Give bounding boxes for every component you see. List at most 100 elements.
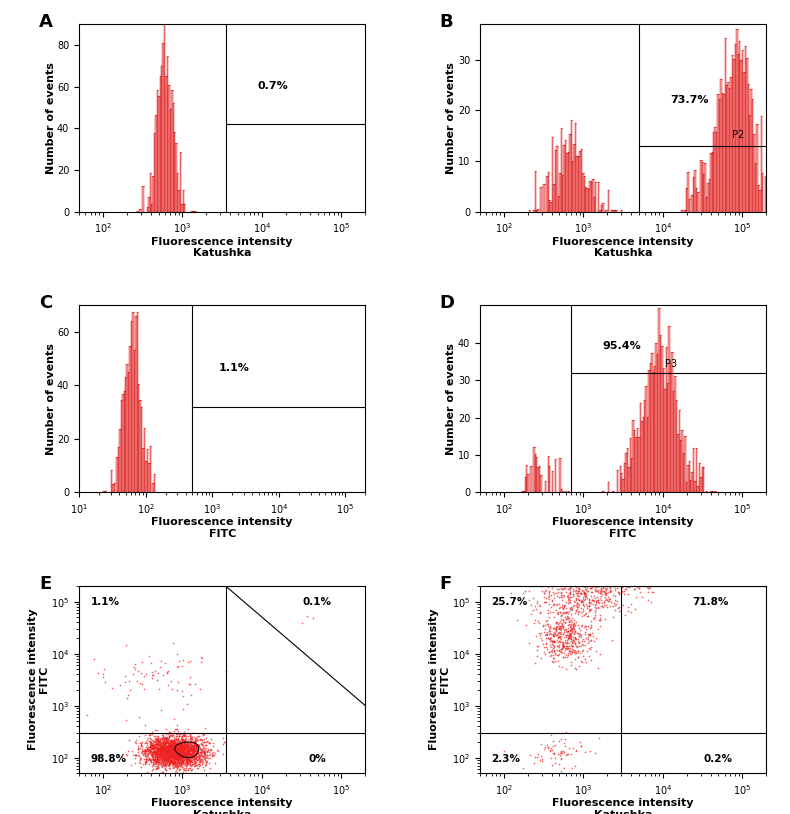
Point: [172, 729, 185, 742]
Point: [137, 757, 149, 770]
Point: [153, 734, 166, 747]
Point: [165, 747, 178, 760]
Point: [166, 746, 179, 759]
Point: [177, 746, 190, 759]
Point: [585, 585, 598, 598]
Point: [164, 729, 177, 742]
Point: [145, 742, 157, 755]
Point: [166, 743, 179, 756]
Point: [165, 755, 178, 768]
Point: [189, 736, 201, 749]
Point: [642, 593, 655, 606]
Point: [543, 584, 555, 597]
Point: [562, 644, 575, 657]
Point: [195, 753, 208, 766]
Point: [555, 589, 568, 602]
Point: [556, 614, 569, 627]
Point: [160, 737, 172, 750]
Point: [132, 746, 145, 759]
Point: [612, 601, 625, 614]
Point: [172, 753, 185, 766]
Point: [149, 733, 162, 746]
Point: [156, 737, 169, 751]
Point: [162, 740, 175, 753]
Point: [171, 742, 184, 755]
Point: [152, 745, 165, 758]
Point: [553, 601, 566, 614]
Point: [179, 749, 192, 762]
Point: [164, 747, 177, 760]
Point: [167, 751, 180, 764]
Point: [176, 751, 189, 764]
Point: [154, 736, 167, 749]
Point: [151, 747, 164, 760]
Point: [181, 753, 194, 766]
Point: [172, 742, 185, 755]
Point: [171, 750, 184, 763]
Point: [174, 745, 186, 758]
Point: [190, 758, 202, 771]
Point: [188, 755, 201, 768]
Point: [570, 663, 582, 676]
Point: [171, 743, 184, 756]
Point: [159, 755, 171, 768]
Point: [172, 749, 185, 762]
Point: [566, 600, 579, 613]
Point: [167, 744, 180, 757]
Point: [144, 740, 156, 753]
Point: [547, 641, 559, 654]
Point: [595, 600, 608, 613]
Point: [166, 683, 179, 696]
Point: [604, 585, 617, 598]
Point: [569, 759, 581, 772]
Point: [167, 757, 180, 770]
Point: [160, 749, 173, 762]
Point: [186, 746, 199, 759]
Point: [159, 752, 171, 765]
Point: [167, 743, 180, 756]
Point: [559, 749, 572, 762]
Point: [164, 738, 177, 751]
Point: [559, 630, 572, 643]
Point: [153, 732, 166, 745]
Point: [182, 764, 194, 777]
Point: [167, 737, 180, 750]
Point: [186, 751, 199, 764]
Point: [175, 760, 188, 773]
Point: [198, 747, 211, 760]
Point: [183, 744, 196, 757]
Point: [562, 591, 575, 604]
Point: [179, 739, 192, 752]
Point: [196, 737, 209, 751]
Point: [157, 669, 170, 682]
Point: [160, 739, 173, 752]
Point: [163, 751, 175, 764]
Text: 2.3%: 2.3%: [491, 754, 521, 764]
Point: [164, 746, 176, 759]
Point: [174, 742, 186, 755]
Point: [182, 749, 195, 762]
Point: [149, 738, 161, 751]
Point: [167, 745, 180, 758]
Point: [146, 746, 159, 759]
Point: [172, 740, 185, 753]
Point: [157, 758, 170, 771]
Point: [167, 748, 180, 761]
Point: [156, 756, 169, 769]
Point: [160, 737, 173, 750]
Point: [580, 590, 592, 603]
Point: [155, 754, 167, 767]
Point: [198, 744, 210, 757]
Point: [584, 745, 596, 758]
Point: [565, 638, 577, 651]
Point: [173, 746, 186, 759]
Point: [164, 750, 177, 763]
Point: [161, 754, 174, 767]
Point: [115, 751, 128, 764]
Point: [545, 636, 558, 649]
Point: [154, 736, 167, 749]
Point: [160, 741, 172, 754]
Point: [579, 590, 592, 603]
Point: [186, 738, 198, 751]
Point: [566, 637, 578, 650]
